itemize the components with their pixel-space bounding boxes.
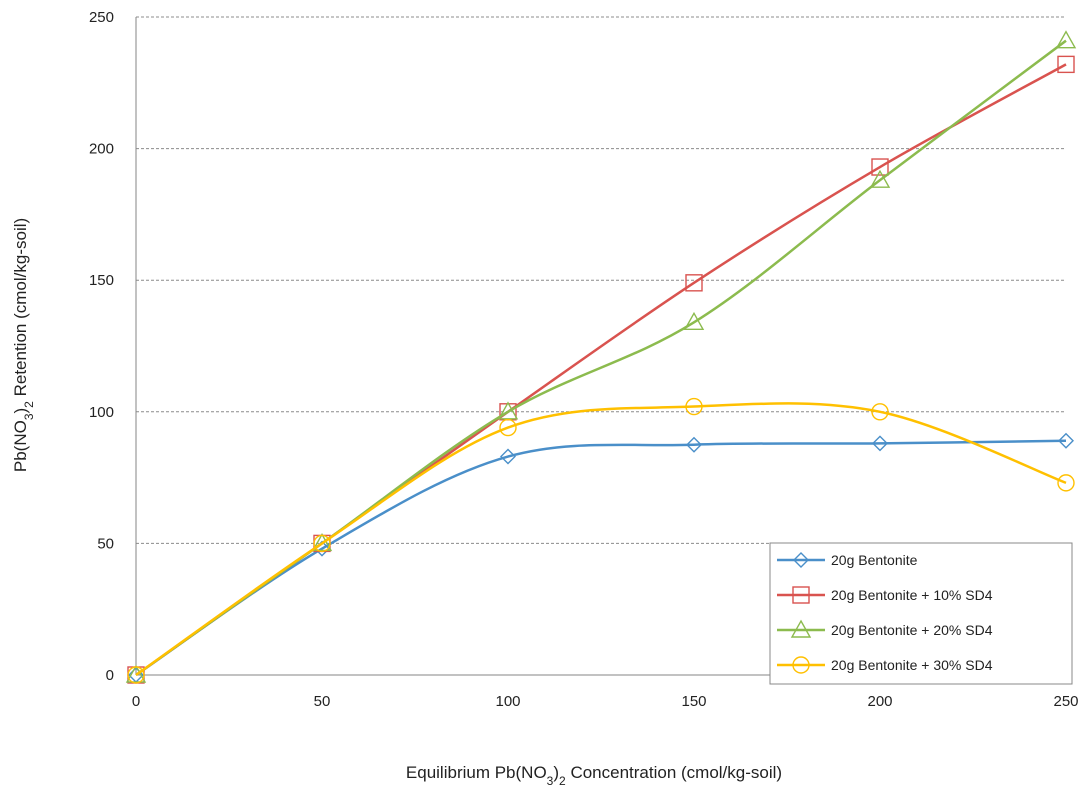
data-point	[500, 448, 516, 465]
grid-lines	[136, 16, 1066, 544]
legend-box	[769, 542, 1073, 685]
series-group	[125, 30, 1077, 684]
data-point	[1057, 55, 1075, 74]
series-line	[135, 439, 1067, 677]
data-point	[683, 311, 705, 331]
legend-label: 20g Bentonite + 20% SD4	[831, 622, 993, 638]
legend: 20g Bentonite 20g Bentonite + 10% SD4 20g …	[769, 542, 1073, 685]
series-line	[135, 402, 1067, 677]
data-point	[1058, 432, 1074, 449]
data-point	[869, 169, 891, 188]
y-tick-label: 250	[89, 9, 114, 26]
legend-entry: 20g Bentonite + 30% SD4	[777, 656, 993, 674]
data-point	[499, 418, 517, 437]
series-4	[127, 397, 1075, 684]
legend-entry: 20g Bentonite + 10% SD4	[777, 586, 993, 604]
legend-marker	[792, 656, 810, 674]
legend-entry: 20g Bentonite	[777, 552, 918, 568]
data-point	[871, 158, 889, 176]
y-tick-label: 0	[106, 667, 114, 684]
x-tick-labels: 0 50 100 150 200 250	[132, 693, 1079, 710]
data-point	[685, 274, 703, 292]
x-tick-label: 200	[867, 693, 892, 710]
x-tick-label: 0	[132, 693, 140, 710]
x-tick-label: 150	[681, 693, 706, 710]
data-point	[127, 666, 145, 684]
data-point	[685, 397, 703, 416]
y-tick-label: 200	[89, 141, 114, 158]
data-point	[125, 664, 147, 683]
data-point	[686, 436, 702, 453]
data-point	[871, 403, 889, 421]
legend-marker	[792, 586, 810, 604]
data-point	[311, 532, 333, 552]
x-axis-title: Equilibrium Pb(NO3)2 Concentration (cmol…	[406, 763, 782, 786]
y-axis-title: Pb(NO3)2 Retention (cmol/kg-soil)	[11, 218, 36, 472]
legend-label: 20g Bentonite	[831, 552, 918, 568]
data-point	[872, 435, 888, 452]
series-1	[128, 432, 1074, 683]
y-tick-label: 100	[89, 404, 114, 421]
legend-marker	[793, 552, 809, 568]
y-tick-label: 50	[97, 535, 114, 552]
legend-marker	[790, 619, 812, 638]
y-tick-label: 150	[89, 272, 114, 289]
legend-label: 20g Bentonite + 30% SD4	[831, 657, 993, 673]
data-point	[313, 534, 331, 553]
x-tick-label: 100	[495, 693, 520, 710]
data-point	[1055, 30, 1077, 49]
legend-label: 20g Bentonite + 10% SD4	[831, 587, 993, 603]
data-point	[497, 401, 519, 420]
x-tick-label: 250	[1053, 693, 1078, 710]
x-tick-label: 50	[314, 693, 331, 710]
data-point	[1057, 474, 1075, 492]
y-tick-labels: 0 50 100 150 200 250	[89, 9, 114, 684]
legend-entry: 20g Bentonite + 20% SD4	[777, 619, 993, 638]
